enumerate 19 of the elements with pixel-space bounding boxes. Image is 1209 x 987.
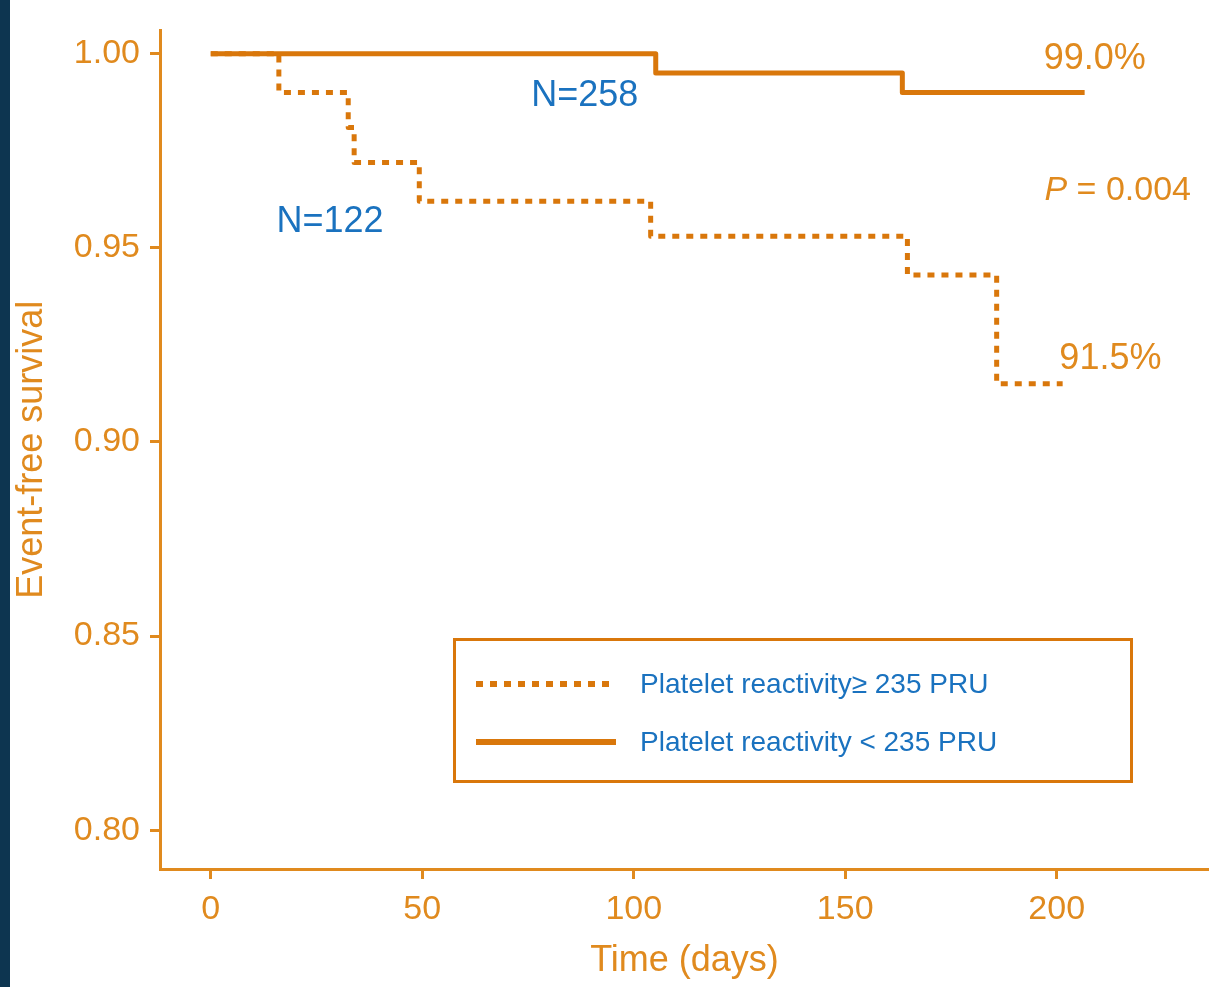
y-tick-label: 0.80	[73, 808, 140, 847]
annotation: N=122	[276, 198, 384, 240]
x-tick-label: 0	[201, 887, 221, 926]
x-tick-label: 100	[605, 887, 663, 926]
annotation: 91.5%	[1059, 336, 1162, 378]
x-tick-label: 150	[816, 887, 874, 926]
annotation: P = 0.004	[1044, 168, 1192, 207]
y-tick-label: 0.90	[73, 420, 140, 459]
legend-label: Platelet reactivity≥ 235 PRU	[640, 668, 989, 700]
x-tick-label: 50	[403, 887, 442, 926]
legend-label: Platelet reactivity < 235 PRU	[640, 726, 998, 758]
y-tick-label: 1.00	[73, 32, 140, 71]
y-tick-label: 0.85	[73, 614, 140, 653]
annotation: N=258	[531, 72, 639, 114]
x-tick-label: 200	[1028, 887, 1086, 926]
y-axis-title: Event-free survival	[8, 300, 50, 599]
y-tick-label: 0.95	[73, 226, 140, 265]
x-axis-title: Time (days)	[590, 938, 779, 980]
annotation: 99.0%	[1043, 35, 1146, 77]
